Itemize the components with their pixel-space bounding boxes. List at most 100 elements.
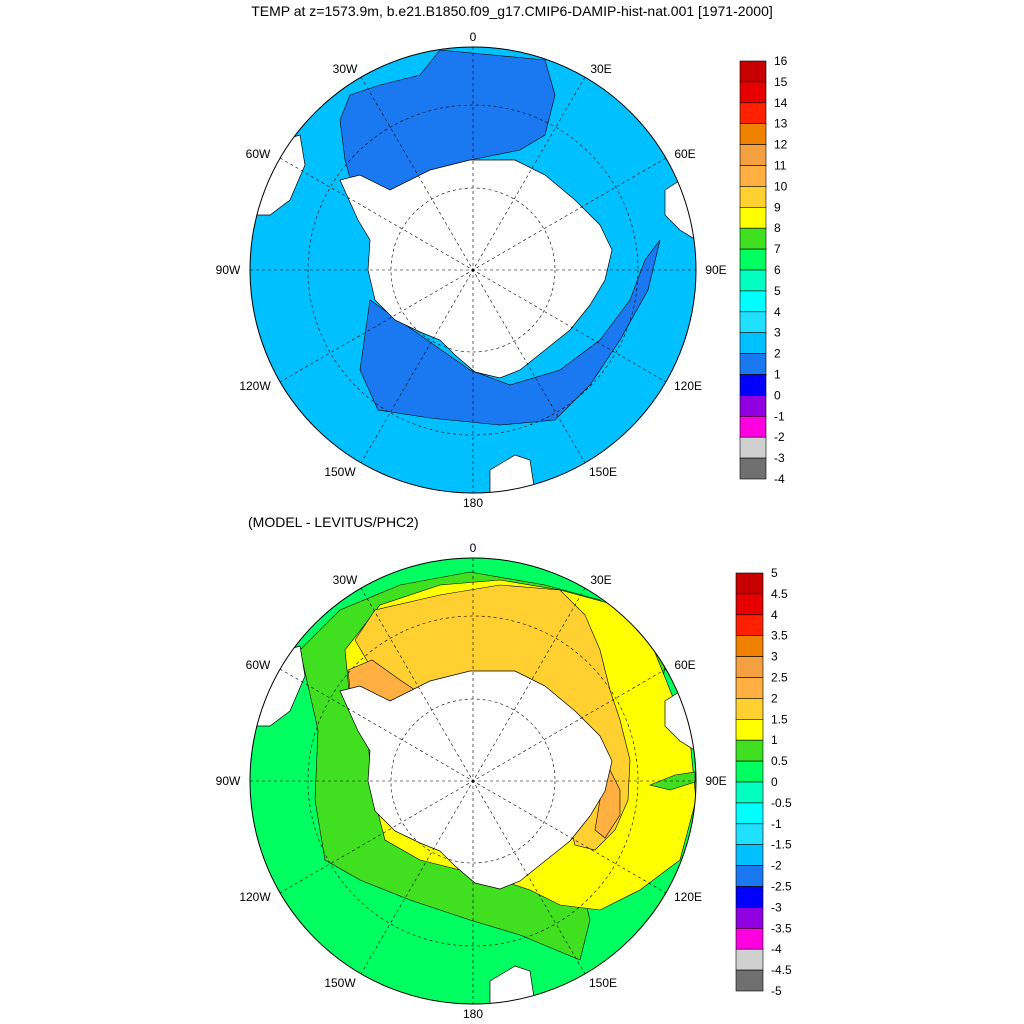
bottom-colorbar-label: 3.5 (771, 629, 788, 643)
bottom-colorbar-label: 2 (771, 691, 778, 705)
top-longitude-labels: 0 30W 30E 60W 60E 90W 90E 120W 120E 150W… (216, 30, 727, 510)
top-colorbar-label: 4 (774, 305, 781, 319)
top-colorbar-swatch (739, 457, 767, 480)
bottom-colorbar-swatch (735, 635, 764, 657)
bottom-colorbar-swatch (735, 718, 764, 741)
bottom-colorbar: 5 4.5 4 3.5 3 2.5 2 1.5 1 0.5 0 -0.5 -1 -1.5 -2 -2.5 -3 -… (735, 566, 792, 998)
bottom-lon-30e: 30E (590, 573, 611, 587)
top-colorbar-label: -1 (774, 409, 785, 423)
top-map-border (249, 46, 697, 494)
top-antarctica (339, 159, 613, 379)
top-colorbar-label: -4 (774, 472, 785, 486)
bottom-colorbar-swatch (735, 593, 764, 616)
bottom-colorbar-label: 1 (771, 733, 778, 747)
bottom-lon-150w: 150W (324, 976, 356, 990)
top-colorbar-swatch (739, 332, 767, 354)
top-lon-120e: 120E (674, 379, 702, 393)
bottom-colorbar-label: 4 (771, 608, 778, 622)
top-colorbar-label: 2 (774, 347, 781, 361)
bottom-lon-150e: 150E (589, 976, 617, 990)
bottom-colorbar-swatch (735, 572, 764, 595)
top-lon-90e: 90E (705, 263, 726, 277)
top-colorbar-label: 9 (774, 200, 781, 214)
top-colorbar-label: 7 (774, 242, 781, 256)
bottom-colorbar-swatch (735, 802, 764, 825)
bottom-colorbar-label: -3.5 (771, 921, 792, 935)
top-colorbar-swatch (739, 207, 767, 229)
bottom-colorbar-swatch (735, 907, 764, 929)
top-lon-60e: 60E (674, 147, 695, 161)
bottom-colorbar-swatch (735, 698, 764, 720)
top-lon-0: 0 (470, 30, 477, 44)
top-colorbar-swatch (739, 353, 767, 375)
bottom-longitude-labels: 0 30W 30E 60W 60E 90W 90E 120W 120E 150W… (216, 541, 727, 1021)
top-lon-150w: 150W (324, 465, 356, 479)
top-colorbar-swatch (739, 374, 767, 396)
top-colorbar-swatch (739, 248, 767, 271)
top-colorbar-label: 0 (774, 388, 781, 402)
top-colorbar-label: 14 (774, 96, 788, 110)
top-lon-150e: 150E (589, 465, 617, 479)
bottom-colorbar-label: -2 (771, 859, 782, 873)
bottom-polar-map: 0 30W 30E 60W 60E 90W 90E 120W 120E 150W… (216, 541, 727, 1021)
bottom-colorbar-label: 2.5 (771, 671, 788, 685)
bottom-colorbar-swatch (735, 948, 764, 971)
bottom-lon-180: 180 (463, 1007, 483, 1021)
bottom-lon-60w: 60W (246, 658, 271, 672)
bottom-colorbar-label: -1.5 (771, 838, 792, 852)
top-colorbar-swatch (739, 415, 767, 438)
bottom-colorbar-label: 5 (771, 566, 778, 580)
bottom-colorbar-swatch (735, 677, 764, 699)
top-colorbar-swatch (739, 311, 767, 333)
bottom-colorbar-label: 1.5 (771, 712, 788, 726)
top-colorbar-label: 8 (774, 221, 781, 235)
top-colorbar-swatch (739, 60, 767, 83)
top-colorbar-label: 16 (774, 54, 788, 68)
bottom-lon-60e: 60E (674, 658, 695, 672)
top-colorbar-label: 15 (774, 75, 788, 89)
top-colorbar-label: 12 (774, 138, 788, 152)
top-colorbar-swatch (739, 395, 767, 417)
figure-title: TEMP at z=1573.9m, b.e21.B1850.f09_g17.C… (251, 3, 773, 19)
top-colorbar-swatch (739, 81, 767, 104)
top-colorbar-swatch (739, 269, 767, 292)
bottom-colorbar-label: -3 (771, 900, 782, 914)
top-colorbar-swatch (739, 186, 767, 208)
bottom-colorbar-label: -4.5 (771, 963, 792, 977)
top-colorbar-swatch (739, 102, 767, 125)
top-colorbar-label: 5 (774, 284, 781, 298)
bottom-colorbar-swatch (735, 823, 764, 845)
bottom-colorbar-label: 3 (771, 650, 778, 664)
top-colorbar-swatch (739, 165, 767, 187)
bottom-lon-0: 0 (470, 541, 477, 555)
bottom-colorbar-swatch (735, 844, 764, 866)
bottom-antarctica (339, 670, 613, 890)
top-colorbar-label: 11 (774, 159, 787, 173)
bottom-colorbar-swatch (735, 781, 764, 804)
bottom-lon-90e: 90E (705, 774, 726, 788)
bottom-colorbar-label: -0.5 (771, 796, 792, 810)
top-colorbar-label: 3 (774, 326, 781, 340)
top-ross-band (359, 239, 661, 426)
top-nz-tasmania (489, 454, 536, 493)
bottom-colorbar-label: 4.5 (771, 587, 788, 601)
top-colorbar-label: -2 (774, 430, 785, 444)
top-lon-60w: 60W (246, 147, 271, 161)
top-polar-map: 0 30W 30E 60W 60E 90W 90E 120W 120E 150W… (216, 30, 727, 510)
bottom-colorbar-label: 0 (771, 775, 778, 789)
top-colorbar-label: 13 (774, 117, 788, 131)
bottom-colorbar-label: 0.5 (771, 754, 788, 768)
top-colorbar-swatch (739, 144, 767, 166)
bottom-colorbar-label: -1 (771, 817, 782, 831)
bottom-nz-tasmania (489, 965, 536, 1004)
bottom-colorbar-swatch (735, 886, 764, 908)
bottom-colorbar-swatch (735, 969, 764, 992)
bottom-colorbar-swatch (735, 865, 764, 887)
top-colorbar-label: 6 (774, 263, 781, 277)
bottom-colorbar-swatch (735, 739, 764, 762)
bottom-lon-120e: 120E (674, 890, 702, 904)
bottom-lon-120w: 120W (239, 890, 271, 904)
top-colorbar-swatch (739, 227, 767, 250)
